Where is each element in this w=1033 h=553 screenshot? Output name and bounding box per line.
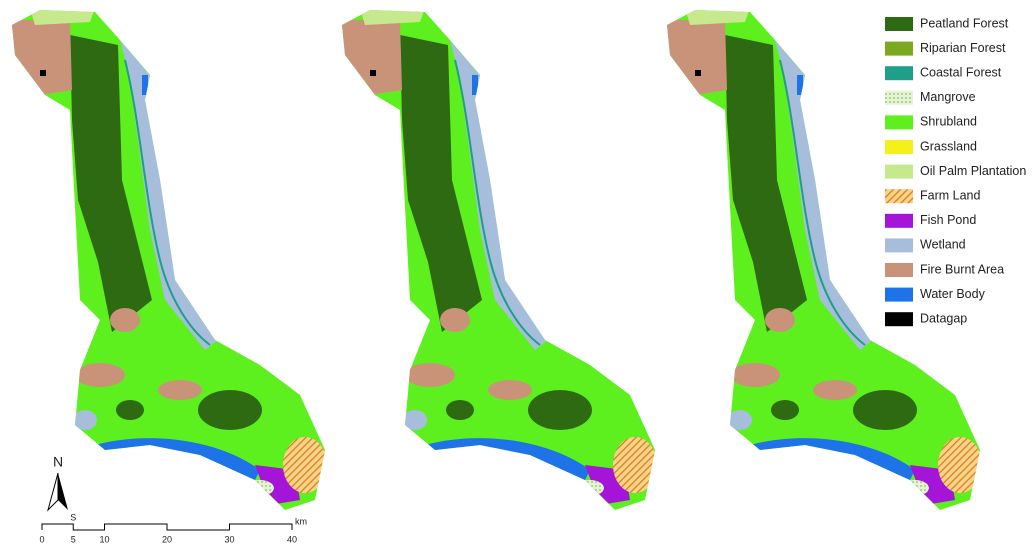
- legend-swatch: [885, 164, 913, 179]
- map-panel: [330, 0, 670, 520]
- legend-label: Coastal Forest: [920, 65, 1002, 79]
- scale-line: [41, 523, 293, 531]
- legend-label: Wetland: [920, 238, 966, 252]
- scale-mark: S: [70, 512, 76, 522]
- legend-label: Grassland: [920, 139, 977, 153]
- legend-swatch: [885, 66, 913, 81]
- legend-swatch: [885, 287, 913, 302]
- legend-swatch: [885, 140, 913, 154]
- scale-tick-label: 5: [71, 534, 76, 544]
- legend-label: Riparian Forest: [920, 41, 1006, 55]
- north-label: N: [53, 454, 63, 470]
- legend-label: Fire Burnt Area: [920, 262, 1004, 276]
- legend-swatch: [885, 17, 913, 31]
- legend-swatch: [885, 213, 913, 228]
- legend-label: Oil Palm Plantation: [920, 164, 1026, 178]
- legend-label: Fish Pond: [920, 213, 976, 227]
- legend-label: Water Body: [920, 287, 986, 301]
- legend-swatch: [885, 263, 913, 277]
- scale-tick-label: 20: [162, 534, 172, 544]
- legend-label: Peatland Forest: [920, 16, 1009, 30]
- legend: Peatland Forest Riparian Forest Coastal Fo…: [885, 16, 1026, 327]
- legend-swatch: [885, 312, 913, 327]
- scale-unit: km: [295, 516, 307, 526]
- legend-swatch: [885, 189, 913, 204]
- scale-tick-label: 0: [39, 534, 44, 544]
- legend-label: Shrubland: [920, 115, 977, 129]
- scale-tick-label: 30: [224, 534, 234, 544]
- scale-tick-label: 10: [99, 534, 109, 544]
- legend-label: Farm Land: [920, 188, 980, 202]
- legend-swatch: [885, 90, 913, 105]
- scale-tick-label: 40: [287, 534, 297, 544]
- scale-bar: 0 5 10 20 30 40 km S: [39, 512, 307, 544]
- map-panel: [0, 0, 340, 520]
- legend-label: Datagap: [920, 311, 967, 325]
- legend-swatch: [885, 238, 913, 253]
- legend-swatch: [885, 41, 913, 56]
- legend-label: Mangrove: [920, 90, 976, 104]
- north-arrow: N: [47, 454, 68, 512]
- legend-swatch: [885, 115, 913, 130]
